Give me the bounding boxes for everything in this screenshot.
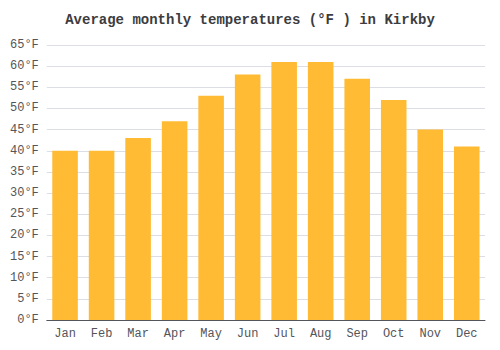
svg-text:Feb: Feb — [91, 327, 113, 341]
svg-text:30°F: 30°F — [10, 186, 39, 200]
svg-text:15°F: 15°F — [10, 250, 39, 264]
svg-text:0°F: 0°F — [17, 313, 39, 327]
svg-text:5°F: 5°F — [17, 292, 39, 306]
svg-text:45°F: 45°F — [10, 123, 39, 137]
svg-text:Jul: Jul — [273, 327, 295, 341]
svg-text:40°F: 40°F — [10, 144, 39, 158]
svg-text:Dec: Dec — [456, 327, 478, 341]
svg-text:May: May — [200, 327, 222, 341]
svg-text:65°F: 65°F — [10, 38, 39, 52]
svg-text:Aug: Aug — [310, 327, 332, 341]
svg-text:Oct: Oct — [383, 327, 405, 341]
svg-text:Sep: Sep — [346, 327, 368, 341]
svg-text:60°F: 60°F — [10, 59, 39, 73]
svg-text:Jan: Jan — [54, 327, 76, 341]
svg-text:25°F: 25°F — [10, 207, 39, 221]
svg-text:10°F: 10°F — [10, 271, 39, 285]
svg-text:Nov: Nov — [419, 327, 441, 341]
svg-text:20°F: 20°F — [10, 228, 39, 242]
svg-text:55°F: 55°F — [10, 80, 39, 94]
svg-text:35°F: 35°F — [10, 165, 39, 179]
svg-text:Apr: Apr — [164, 327, 186, 341]
svg-text:Jun: Jun — [237, 327, 259, 341]
svg-text:50°F: 50°F — [10, 101, 39, 115]
svg-text:Mar: Mar — [127, 327, 149, 341]
svg-text:Average monthly temperatures (: Average monthly temperatures (°F ) in Ki… — [65, 12, 435, 28]
